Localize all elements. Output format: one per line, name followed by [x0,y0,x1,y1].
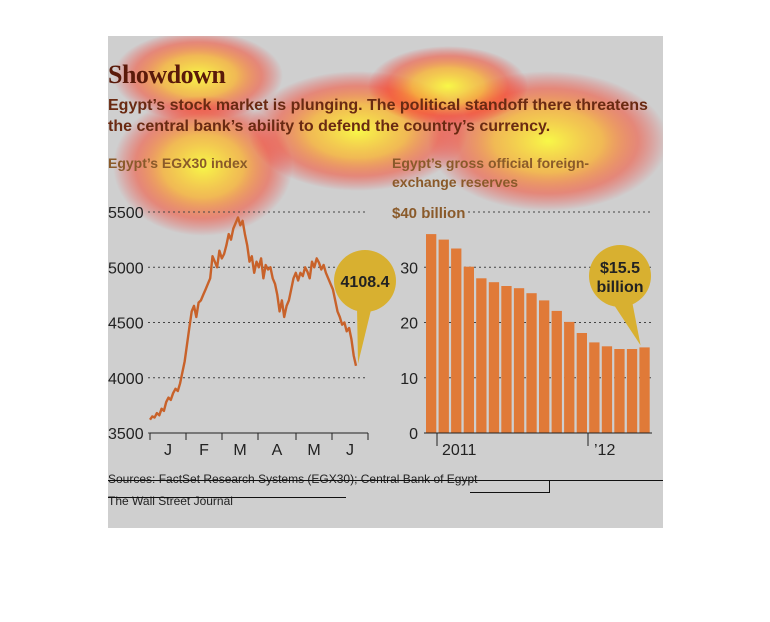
reserves-bar [513,288,525,433]
x-tick-label: ’12 [594,442,615,459]
x-tick-label: J [164,442,172,459]
callout-label: 4108.4 [341,274,390,291]
chart-title: Showdown [108,60,226,89]
y-tick-label: 5500 [108,205,144,222]
reserves-bar [488,282,500,433]
callout-value: $15.5 [600,260,640,277]
reserves-bar-chart: $40 billion 0 10 20 30 2011 ’12 $15.5 billion [392,205,652,459]
reserves-bar [426,234,437,433]
reserves-bar [539,300,550,433]
egx30-title: Egypt’s EGX30 index [108,155,248,171]
y-axis-unit-label: $40 billion [392,205,465,222]
reserves-bar [626,349,638,433]
reserves-bar [601,346,613,433]
reserves-bar [564,321,575,433]
x-tick-label: 2011 [442,442,477,459]
callout-bubble [589,245,651,307]
x-tick-label: A [272,442,283,459]
sources-note: Sources: FactSet Research Systems (EGX30… [108,472,478,486]
y-tick-label: 0 [409,426,418,443]
callout-pointer [614,301,641,346]
y-tick-label: 30 [400,260,418,277]
chart-subtitle: Egypt’s stock market is plunging. The po… [108,97,648,135]
divider-line [108,497,346,498]
y-tick-label: 4500 [108,316,144,333]
reserves-bar [438,239,449,433]
y-tick-label: 5000 [108,260,144,277]
reserves-bar [576,333,587,433]
reserves-bar [463,266,474,433]
reserves-bar [639,347,650,433]
x-tick-label: J [346,442,354,459]
divider-line [108,480,663,481]
y-tick-label: 10 [400,371,418,388]
reserves-bar [451,248,462,433]
x-tick-label: F [199,442,209,459]
reserves-bar [614,349,625,433]
egx30-line-chart: 3500 4000 4500 5000 5500 J F M A M J 4108.4 [108,205,396,459]
y-tick-label: 4000 [108,371,144,388]
callout-pointer [357,307,371,364]
reserves-bar [589,342,600,433]
callout-bubble [334,250,396,312]
divider-line [470,492,550,493]
egx30-series-line [149,216,358,421]
x-tick-label: M [233,442,246,459]
reserves-bar [501,286,512,433]
y-tick-label: 3500 [108,426,144,443]
callout-unit: billion [596,279,643,296]
reserves-bar [476,278,487,433]
divider-line [549,480,550,492]
x-tick-label: M [307,442,320,459]
reserves-bar [526,293,537,433]
reserves-title: Egypt’s gross official foreign-exchange … [392,155,590,190]
y-tick-label: 20 [400,316,418,333]
reserves-bar [551,310,562,433]
